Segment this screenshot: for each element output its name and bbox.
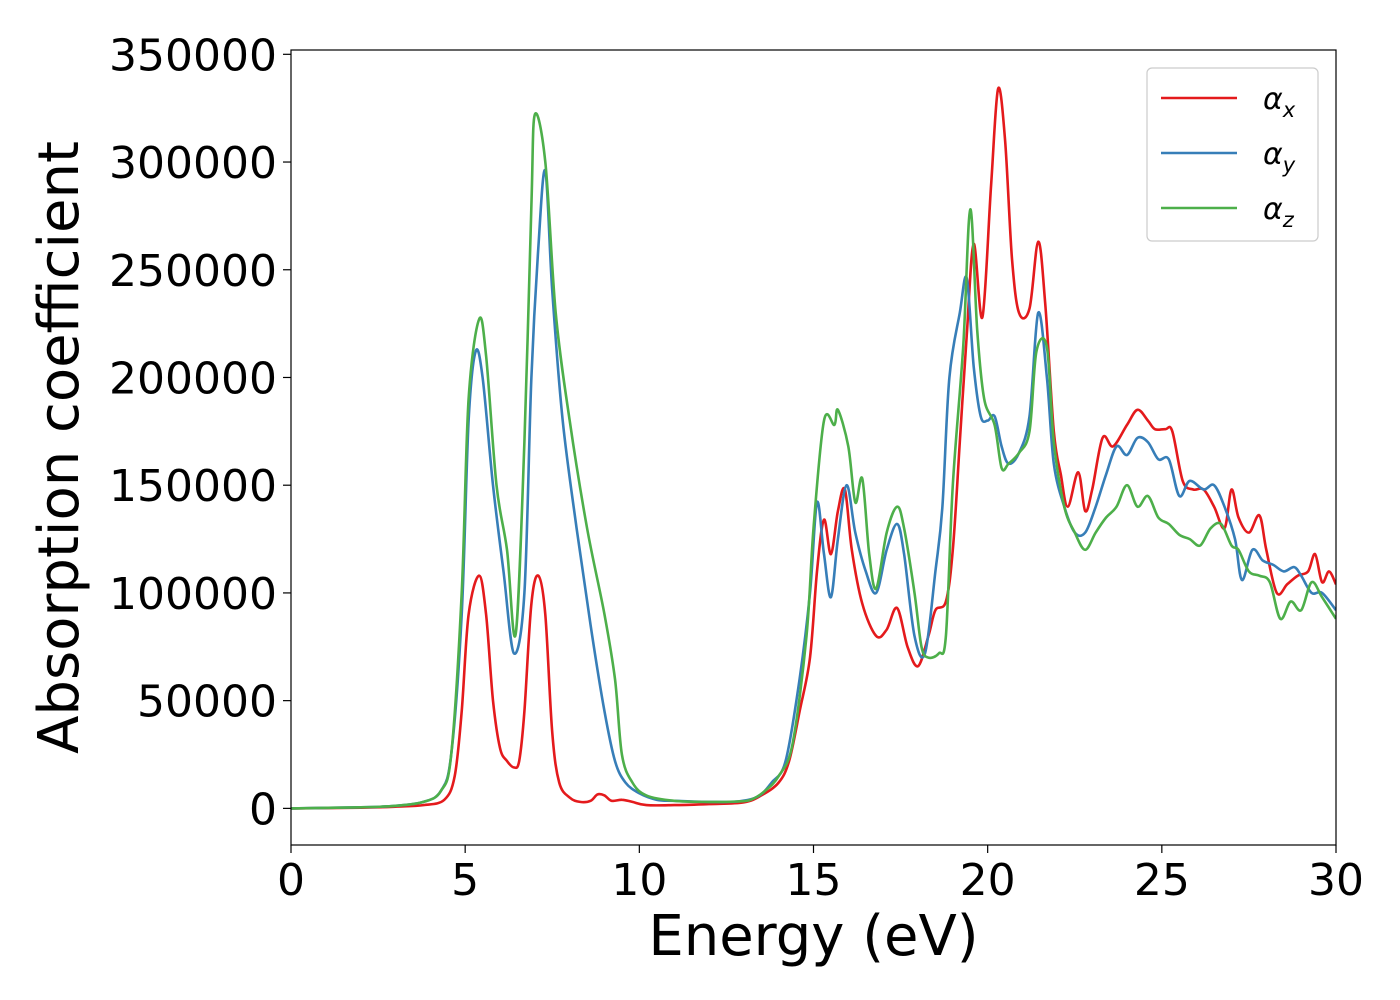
y-axis-title: Absorption coefficient <box>27 141 92 754</box>
series-line-z <box>291 111 1336 810</box>
y-tick-label: 250000 <box>109 246 277 297</box>
legend-label-subscript: z <box>1282 208 1295 232</box>
legend-label-subscript: y <box>1282 153 1296 177</box>
x-tick-label: 5 <box>451 855 479 906</box>
legend-label-base: α <box>1263 137 1283 172</box>
y-tick-label: 200000 <box>109 353 277 404</box>
y-tick-label: 350000 <box>109 30 277 81</box>
y-tick-label: 0 <box>249 784 277 835</box>
x-tick-label: 30 <box>1308 855 1364 906</box>
x-axis-title: Energy (eV) <box>648 904 978 969</box>
series-line-x <box>291 86 1336 810</box>
legend-label-x: αx <box>1263 82 1296 122</box>
y-tick-label: 100000 <box>109 569 277 620</box>
legend-label-base: α <box>1263 82 1283 117</box>
x-tick-label: 25 <box>1134 855 1190 906</box>
legend-label-y: αy <box>1263 137 1296 177</box>
legend-box <box>1146 67 1319 242</box>
x-axis-ticks: 0 5 10 15 20 25 30 <box>277 845 1364 906</box>
legend-label-subscript: x <box>1282 98 1296 122</box>
x-tick-label: 15 <box>786 855 842 906</box>
x-tick-label: 0 <box>277 855 305 906</box>
y-axis-ticks: 0 50000 100000 150000 200000 250000 300000 3500… <box>109 30 291 835</box>
legend-label-base: α <box>1263 192 1283 227</box>
series-line-y <box>291 168 1336 810</box>
series-layer <box>291 86 1336 810</box>
y-tick-label: 150000 <box>109 461 277 512</box>
x-tick-label: 20 <box>960 855 1016 906</box>
y-tick-label: 50000 <box>137 677 277 728</box>
legend-label-z: αz <box>1263 192 1295 232</box>
y-tick-label: 300000 <box>109 138 277 189</box>
x-tick-label: 10 <box>611 855 667 906</box>
